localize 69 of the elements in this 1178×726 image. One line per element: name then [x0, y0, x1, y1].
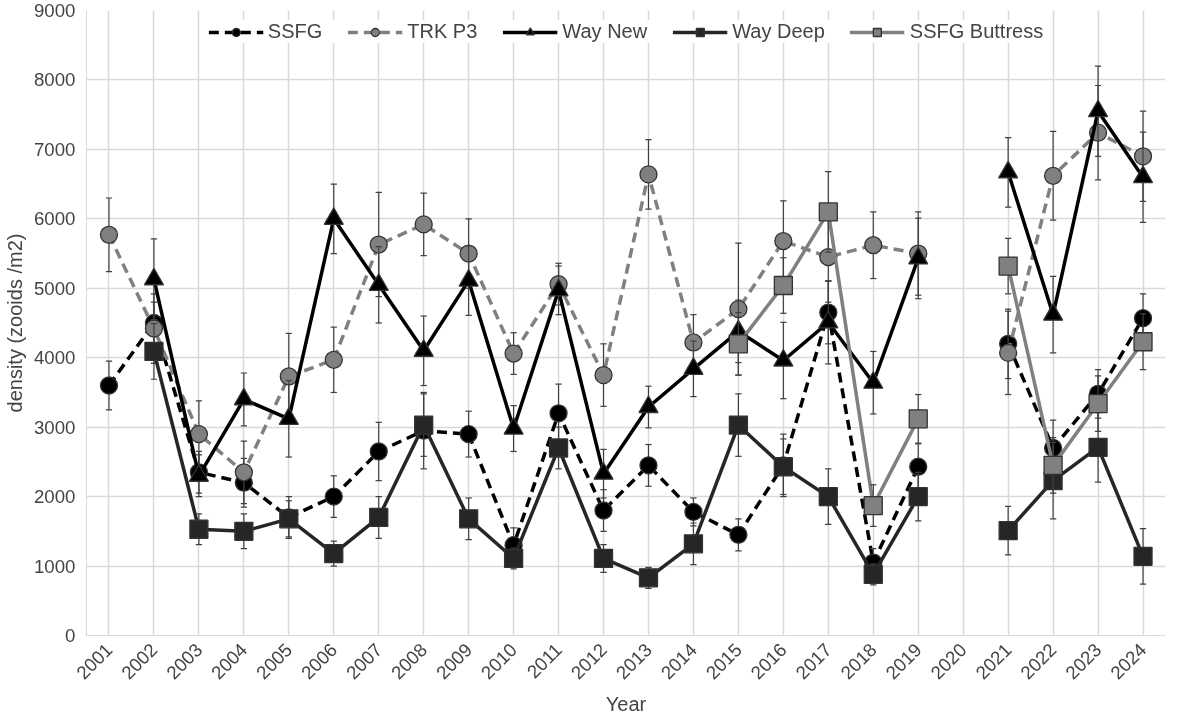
point [99, 376, 119, 395]
point [504, 344, 523, 363]
legend-label: SSFG Buttress [909, 20, 1044, 43]
legend-label: Way Deep [732, 20, 825, 43]
point [728, 415, 749, 435]
point [729, 525, 748, 544]
point [863, 495, 883, 516]
point [774, 231, 793, 251]
point [99, 225, 119, 244]
point [683, 534, 704, 554]
y-tick-label: 8000 [34, 69, 76, 91]
point [234, 521, 254, 541]
y-tick-label: 1000 [34, 555, 76, 577]
point [324, 487, 343, 506]
point [639, 456, 658, 475]
y-tick-label: 4000 [34, 347, 76, 369]
point [728, 334, 749, 354]
point [818, 202, 838, 222]
legend-label: SSFG [267, 20, 323, 43]
point [459, 424, 478, 444]
point [998, 256, 1018, 276]
point [998, 520, 1018, 541]
point [369, 235, 388, 254]
point [279, 367, 298, 386]
y-tick-label: 3000 [34, 416, 76, 438]
point [324, 543, 344, 564]
point [593, 548, 614, 569]
point [594, 365, 613, 385]
point [863, 564, 883, 585]
point [1043, 166, 1063, 185]
y-axis-title: density (zooids /m2) [4, 233, 26, 413]
y-tick-label: 6000 [34, 208, 76, 230]
point [908, 486, 928, 507]
point [459, 509, 479, 529]
point [638, 568, 659, 588]
point [549, 404, 568, 423]
point [909, 457, 928, 476]
point [369, 442, 388, 461]
point [639, 165, 658, 184]
point [189, 424, 209, 444]
point [548, 438, 569, 458]
y-tick-label: 2000 [34, 486, 76, 508]
point [999, 343, 1018, 362]
point [414, 215, 433, 234]
point [773, 275, 793, 296]
y-tick-label: 0 [65, 625, 76, 646]
point [503, 548, 524, 569]
y-tick-label: 9000 [34, 0, 76, 21]
legend-label: TRK P3 [407, 20, 478, 43]
point [324, 350, 343, 369]
point [1088, 393, 1108, 414]
point [234, 463, 253, 482]
y-tick-label: 7000 [34, 138, 76, 160]
point [1088, 437, 1108, 457]
point [414, 415, 434, 435]
point [594, 501, 613, 520]
x-axis-title: Year [605, 693, 647, 716]
legend-label: Way New [562, 20, 648, 43]
point [684, 502, 703, 522]
point [908, 409, 928, 429]
point [144, 341, 164, 362]
point [369, 507, 389, 528]
point [818, 486, 838, 507]
point [864, 236, 883, 255]
point [1133, 546, 1153, 566]
point [189, 519, 209, 539]
point [1133, 332, 1153, 352]
y-tick-label: 5000 [34, 277, 76, 299]
point [1043, 455, 1063, 476]
